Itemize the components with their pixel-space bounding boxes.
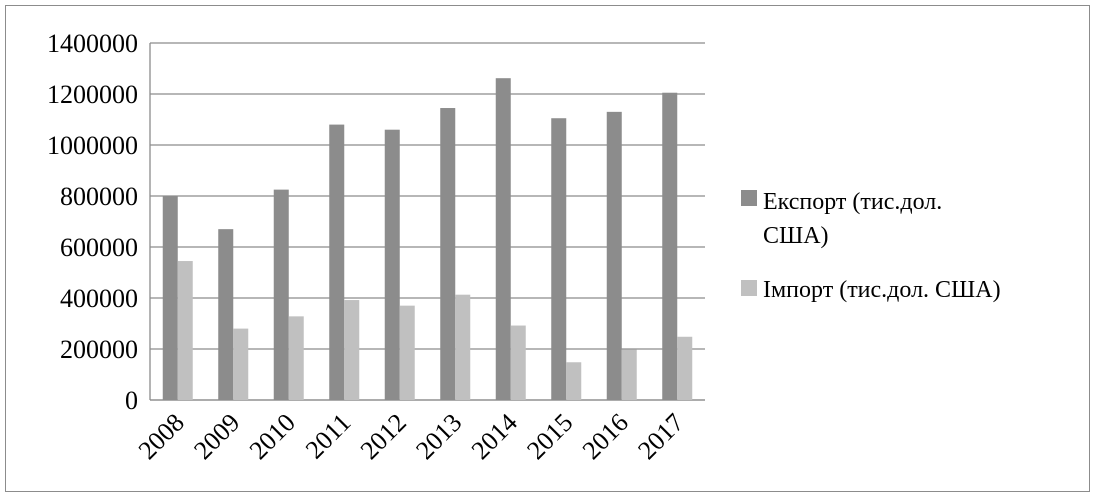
export-bar-2015 bbox=[551, 118, 567, 400]
import-bar-2017 bbox=[677, 336, 693, 400]
x-tick-label: 2016 bbox=[577, 408, 634, 465]
x-tick-label: 2015 bbox=[521, 408, 578, 465]
export-bar-2016 bbox=[606, 111, 622, 400]
y-axis-ticks: 0 200000 400000 600000 800000 1000000 1200000 1… bbox=[47, 29, 138, 415]
export-bar-2013 bbox=[440, 108, 456, 401]
x-tick-label: 2009 bbox=[188, 408, 245, 465]
bars bbox=[162, 78, 693, 401]
export-bar-2008 bbox=[162, 196, 178, 400]
y-tick-label: 0 bbox=[125, 386, 138, 415]
y-tick-label: 1000000 bbox=[47, 131, 138, 160]
x-tick-label: 2017 bbox=[632, 408, 689, 465]
x-tick-label: 2011 bbox=[300, 408, 357, 465]
legend-label-export: США) bbox=[763, 223, 829, 249]
x-tick-label: 2014 bbox=[466, 408, 523, 465]
export-bar-2010 bbox=[273, 189, 289, 400]
export-bar-2014 bbox=[495, 78, 511, 400]
import-bar-2009 bbox=[233, 328, 249, 400]
legend-swatch-export bbox=[741, 190, 757, 206]
import-bar-2014 bbox=[510, 325, 526, 400]
x-tick-label: 2012 bbox=[355, 408, 412, 465]
export-bar-2011 bbox=[329, 124, 345, 400]
y-tick-label: 200000 bbox=[60, 335, 138, 364]
y-tick-label: 800000 bbox=[60, 182, 138, 211]
import-bar-2008 bbox=[177, 261, 193, 400]
import-bar-2010 bbox=[288, 316, 304, 400]
legend-swatch-import bbox=[741, 280, 757, 296]
import-bar-2011 bbox=[344, 300, 360, 400]
export-bar-2012 bbox=[384, 129, 400, 400]
export-bar-2017 bbox=[662, 92, 678, 400]
y-tick-label: 1400000 bbox=[47, 29, 138, 58]
legend: Експорт (тис.дол. США) Імпорт (тис.дол. СШ… bbox=[741, 189, 1001, 303]
y-tick-label: 1200000 bbox=[47, 80, 138, 109]
legend-label-export: Експорт (тис.дол. bbox=[763, 189, 942, 215]
y-tick-label: 600000 bbox=[60, 233, 138, 262]
x-tick-label: 2013 bbox=[410, 408, 467, 465]
x-tick-label: 2008 bbox=[133, 408, 190, 465]
chart-area bbox=[5, 5, 1090, 492]
import-bar-2015 bbox=[566, 362, 582, 400]
legend-label-import: Імпорт (тис.дол. США) bbox=[763, 277, 1001, 303]
y-tick-label: 400000 bbox=[60, 284, 138, 313]
x-tick-label: 2010 bbox=[244, 408, 301, 465]
import-bar-2013 bbox=[455, 294, 471, 400]
export-bar-2009 bbox=[218, 229, 234, 400]
import-bar-2016 bbox=[621, 349, 637, 400]
import-bar-2012 bbox=[399, 305, 415, 400]
